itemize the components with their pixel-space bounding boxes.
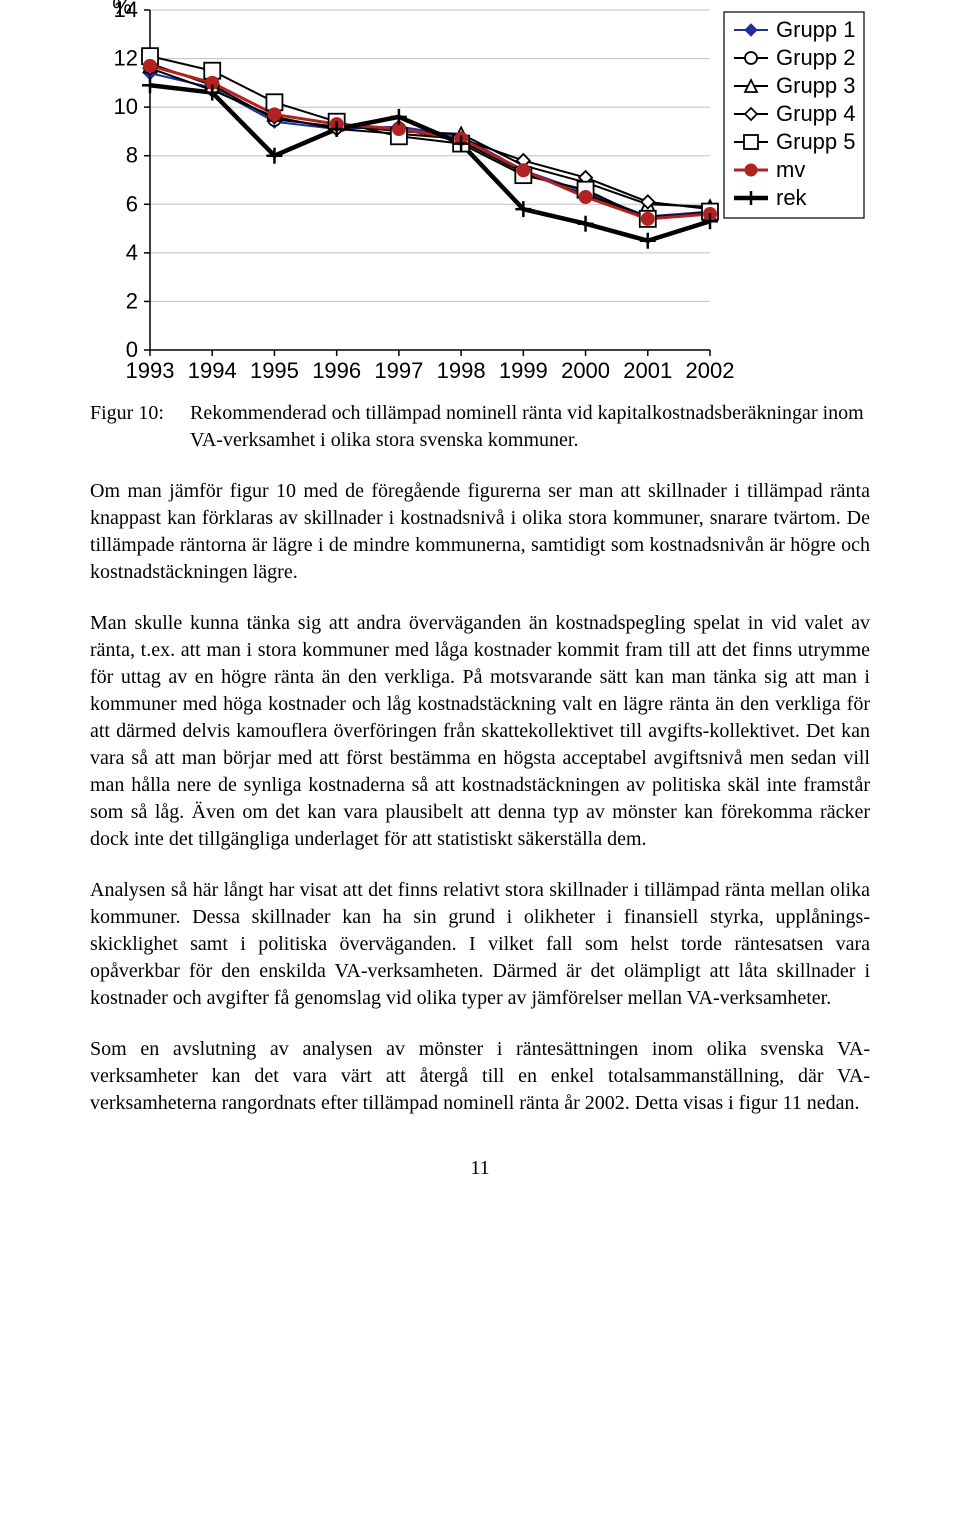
svg-text:4: 4 bbox=[126, 240, 138, 265]
svg-text:1994: 1994 bbox=[188, 358, 237, 383]
svg-text:mv: mv bbox=[776, 157, 805, 182]
svg-text:8: 8 bbox=[126, 143, 138, 168]
svg-text:Grupp 2: Grupp 2 bbox=[776, 45, 856, 70]
body-paragraph: Som en avslutning av analysen av mönster… bbox=[90, 1036, 870, 1117]
svg-text:1998: 1998 bbox=[437, 358, 486, 383]
line-chart: 0246810121419931994199519961997199819992… bbox=[90, 0, 870, 390]
svg-text:rek: rek bbox=[776, 185, 808, 210]
svg-text:1996: 1996 bbox=[312, 358, 361, 383]
svg-text:Grupp 1: Grupp 1 bbox=[776, 17, 856, 42]
svg-text:%: % bbox=[112, 0, 132, 19]
svg-text:Grupp 4: Grupp 4 bbox=[776, 101, 856, 126]
svg-text:2002: 2002 bbox=[686, 358, 735, 383]
svg-text:Grupp 5: Grupp 5 bbox=[776, 129, 856, 154]
svg-text:12: 12 bbox=[114, 46, 138, 71]
chart-container: 0246810121419931994199519961997199819992… bbox=[90, 0, 870, 390]
svg-text:1999: 1999 bbox=[499, 358, 548, 383]
svg-text:2001: 2001 bbox=[623, 358, 672, 383]
svg-text:Grupp 3: Grupp 3 bbox=[776, 73, 856, 98]
body-paragraph: Analysen så här långt har visat att det … bbox=[90, 877, 870, 1012]
figure-caption-label: Figur 10: bbox=[90, 400, 190, 454]
body-paragraph: Om man jämför figur 10 med de föregående… bbox=[90, 478, 870, 586]
figure-caption: Figur 10: Rekommenderad och tillämpad no… bbox=[90, 400, 870, 454]
svg-text:1997: 1997 bbox=[374, 358, 423, 383]
page-number: 11 bbox=[90, 1157, 870, 1180]
svg-text:1995: 1995 bbox=[250, 358, 299, 383]
svg-text:2: 2 bbox=[126, 288, 138, 313]
svg-text:2000: 2000 bbox=[561, 358, 610, 383]
svg-text:10: 10 bbox=[114, 94, 138, 119]
svg-text:1993: 1993 bbox=[126, 358, 175, 383]
body-paragraph: Man skulle kunna tänka sig att andra öve… bbox=[90, 610, 870, 853]
svg-text:6: 6 bbox=[126, 191, 138, 216]
figure-caption-text: Rekommenderad och tillämpad nominell rän… bbox=[190, 400, 870, 454]
